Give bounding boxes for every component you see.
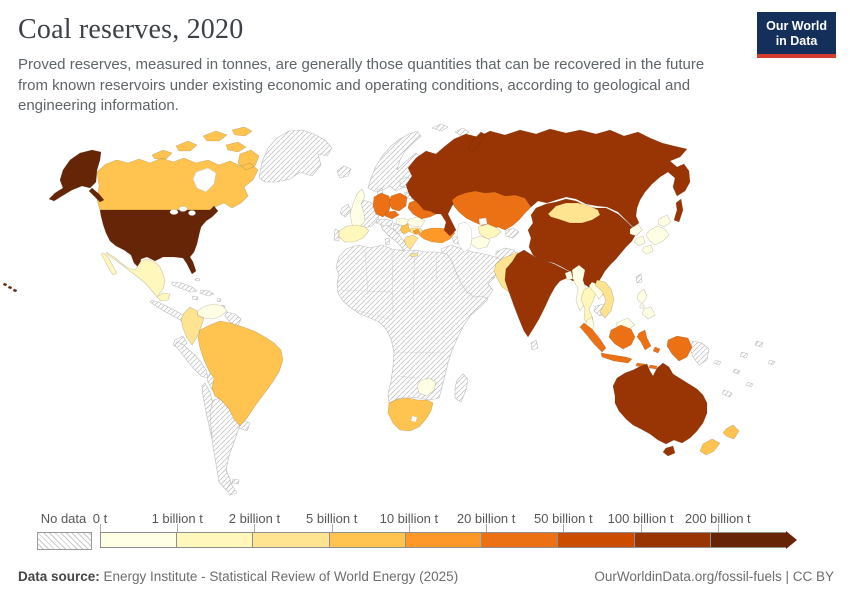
legend-tick [177, 524, 179, 532]
legend-bin-swatch[interactable] [404, 532, 483, 548]
country-vietnam[interactable] [594, 279, 615, 319]
legend-tick [563, 524, 565, 532]
legend-bin-swatch[interactable] [100, 532, 178, 548]
legend-tick [331, 524, 333, 532]
legend-bin-swatch[interactable] [481, 532, 559, 548]
legend-bin-swatch[interactable] [176, 532, 254, 548]
chart-subtitle: Proved reserves, measured in tonnes, are… [18, 56, 705, 115]
region-svalbard[interactable] [431, 123, 470, 137]
chart-footer: Data source: Energy Institute - Statisti… [18, 569, 834, 584]
country-germany[interactable] [372, 192, 392, 218]
region-austria[interactable] [375, 218, 394, 227]
legend-tick-label: 5 billion t [306, 511, 358, 526]
country-mexico[interactable] [100, 251, 171, 302]
legend-bin-swatch[interactable] [709, 532, 787, 548]
owid-logo-line1: Our World [766, 19, 827, 33]
country-romania[interactable] [406, 216, 426, 228]
country-south-africa[interactable] [387, 397, 434, 432]
country-poland[interactable] [388, 192, 408, 212]
region-falklands[interactable] [231, 478, 240, 485]
country-canada[interactable] [96, 126, 260, 211]
legend-tick-label: 1 billion t [151, 511, 203, 526]
legend-arrow [785, 531, 797, 549]
legend-bin-swatch[interactable] [328, 532, 406, 548]
country-russia[interactable] [405, 128, 691, 237]
region-iceland[interactable] [336, 165, 352, 179]
legend-tick [486, 524, 488, 532]
legend-tick-label: 100 billion t [607, 511, 674, 526]
region-africa[interactable] [335, 244, 489, 404]
country-hungary[interactable] [395, 217, 411, 227]
owid-logo[interactable]: Our World in Data [757, 12, 836, 58]
data-source-note: Data source: Energy Institute - Statisti… [18, 569, 458, 584]
country-zimbabwe[interactable] [416, 377, 437, 397]
great-lakes [169, 209, 179, 215]
country-spain[interactable] [338, 224, 370, 243]
region-pacific-islands[interactable] [721, 340, 776, 398]
legend-bin-swatch[interactable] [633, 532, 711, 548]
legend-tick [100, 524, 101, 532]
legend-tick-label: 10 billion t [379, 511, 439, 526]
region-sri-lanka[interactable] [530, 339, 539, 351]
country-turkey[interactable] [412, 227, 456, 244]
country-colombia[interactable] [180, 306, 205, 346]
map-legend: No data 0 t 1 billion t 2 billion t 5 billi… [0, 509, 850, 559]
region-kyrgyzstan-tajikistan[interactable] [504, 227, 520, 239]
data-source-text: Energy Institute - Statistical Review of… [99, 569, 459, 584]
region-taiwan[interactable] [635, 273, 643, 284]
country-south-korea[interactable] [633, 235, 646, 247]
page-title: Coal reserves, 2020 [18, 14, 244, 45]
country-new-zealand[interactable] [699, 424, 740, 456]
country-serbia[interactable] [399, 223, 411, 235]
legend-no-data-label: No data [40, 511, 87, 526]
legend-tick [717, 524, 719, 532]
country-north-korea[interactable] [629, 223, 643, 237]
hudson-bay [192, 167, 217, 193]
region-madagascar[interactable] [454, 373, 469, 403]
country-uzbekistan[interactable] [477, 223, 502, 240]
region-greenland[interactable] [258, 129, 333, 183]
country-united-states[interactable] [2, 149, 219, 293]
great-lakes [178, 206, 188, 212]
legend-bin-swatch[interactable] [557, 532, 635, 548]
region-caribbean[interactable] [171, 277, 226, 310]
caspian-sea [456, 221, 473, 253]
footer-link[interactable]: OurWorldinData.org/fossil-fuels | CC BY [594, 569, 834, 584]
africa-internal-borders [339, 248, 446, 379]
legend-bin-swatch[interactable] [252, 532, 330, 548]
country-philippines[interactable] [636, 288, 656, 320]
region-portugal[interactable] [333, 228, 340, 242]
legend-bar [100, 531, 797, 549]
owid-logo-line2: in Data [775, 33, 818, 48]
country-czechia[interactable] [384, 210, 400, 220]
legend-tick-label: 0 t [92, 511, 108, 526]
data-source-label: Data source: [18, 569, 100, 584]
world-map [2, 123, 776, 496]
legend-no-data-swatch[interactable] [37, 532, 92, 550]
legend-tick [640, 524, 642, 532]
country-indonesia[interactable] [579, 322, 693, 370]
legend-tick-label: 2 billion t [228, 511, 281, 526]
region-ireland[interactable] [339, 203, 352, 218]
legend-tick-label: 50 billion t [534, 511, 593, 526]
country-venezuela[interactable] [196, 303, 228, 320]
lesotho [410, 415, 418, 423]
country-united-kingdom[interactable] [349, 188, 366, 229]
country-kazakhstan[interactable] [451, 190, 532, 231]
great-lakes [188, 210, 196, 216]
country-mongolia[interactable] [547, 202, 601, 224]
legend-tick-label: 20 billion t [456, 511, 516, 526]
legend-tick [408, 524, 410, 532]
country-japan[interactable] [641, 214, 672, 255]
region-papua-new-guinea[interactable] [689, 340, 722, 366]
country-australia[interactable] [612, 362, 708, 457]
legend-tick-label: 200 billion t [684, 511, 751, 526]
legend-tick [254, 524, 256, 532]
country-brazil[interactable] [197, 320, 284, 427]
chart-header: Coal reserves, 2020 Proved reserves, mea… [18, 14, 720, 117]
aral-sea [478, 217, 488, 226]
